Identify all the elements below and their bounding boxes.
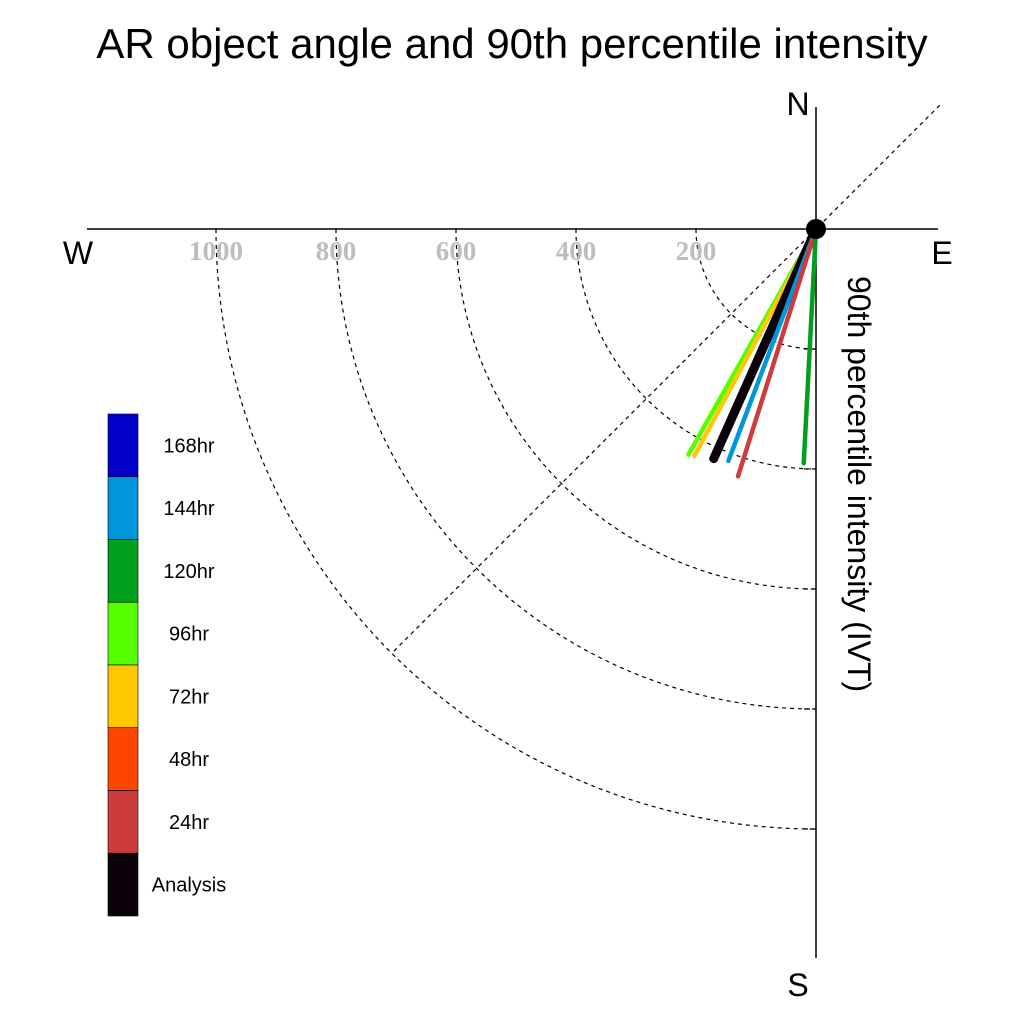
vector-analysis [709, 224, 821, 464]
reference-diagonal-line [391, 104, 941, 654]
radial-ring-600 [455, 228, 817, 590]
legend-swatch-72hr [107, 664, 139, 729]
legend-swatch-120hr [107, 539, 139, 603]
vector-120hr [801, 226, 819, 466]
tick-label-800: 800 [316, 236, 357, 266]
legend-label-48hr: 48hr [169, 749, 209, 771]
vector-144hr [726, 226, 819, 464]
radial-ring-1000 [215, 228, 817, 830]
legend-label-120hr: 120hr [163, 561, 214, 583]
legend-swatch-144hr [107, 476, 139, 540]
tick-label-1000: 1000 [189, 236, 243, 266]
intensity-vectors [686, 224, 821, 479]
tick-label-600: 600 [436, 236, 477, 266]
legend-swatch-24hr [107, 790, 139, 854]
compass-north: N [786, 86, 809, 122]
compass-south: S [787, 967, 808, 1003]
legend-swatch-168hr [107, 413, 139, 478]
legend-swatch-analysis [107, 852, 139, 917]
radial-ring-200 [695, 228, 817, 350]
legend-swatch-48hr [107, 727, 139, 791]
compass-west: W [63, 235, 94, 271]
legend-label-24hr: 24hr [169, 812, 209, 834]
compass-east: E [931, 235, 952, 271]
y-axis-label: 90th percentile intensity (IVT) [841, 276, 877, 692]
radial-ring-800 [335, 228, 817, 710]
legend-label-96hr: 96hr [169, 624, 209, 646]
legend-label-72hr: 72hr [169, 686, 209, 708]
tick-label-400: 400 [556, 236, 597, 266]
vector-24hr [735, 226, 819, 479]
radial-tick-labels: 1000 800 600 400 200 [189, 236, 716, 266]
legend-swatch-96hr [107, 601, 139, 666]
legend-label-144hr: 144hr [163, 498, 214, 520]
origin-marker [806, 219, 826, 239]
legend-label-168hr: 168hr [163, 435, 214, 457]
radial-ring-400 [575, 228, 817, 470]
legend-label-analysis: Analysis [152, 875, 226, 897]
chart-title: AR object angle and 90th percentile inte… [96, 20, 927, 67]
radial-grid [215, 228, 817, 830]
tick-label-200: 200 [676, 236, 717, 266]
legend: 168hr 144hr 120hr 96hr 72hr 48hr 24hr Analysis [107, 413, 226, 917]
